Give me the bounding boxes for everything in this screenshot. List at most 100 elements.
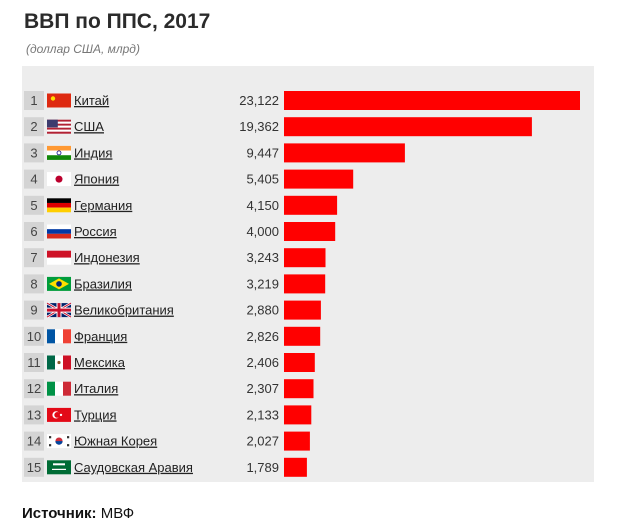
chart-row: 15 Саудовская Аравия 1,789 [24,457,307,477]
country-link[interactable]: Турция [74,407,117,422]
rank-cell [24,274,44,294]
rank-label: 5 [30,198,37,213]
country-link[interactable]: Германия [74,198,132,213]
chart-row: 11 Мексика 2,406 [24,353,315,372]
chart-row: 6 Россия 4,000 [24,222,336,241]
country-link[interactable]: Индия [74,145,112,160]
country-link[interactable]: Франция [74,329,127,344]
rank-label: 15 [27,460,41,475]
flag-ru-icon [47,224,71,239]
rank-label: 3 [30,145,37,160]
source-value: МВФ [100,505,135,522]
value-label: 2,307 [246,381,279,396]
value-label: 4,150 [246,198,279,213]
country-label[interactable]: Франция [74,329,127,344]
value-label: 2,406 [246,355,279,370]
value-label: 19,362 [239,119,279,134]
rank-label: 7 [30,250,37,265]
country-link[interactable]: США [74,119,104,134]
bar [284,195,338,215]
value-label: 2,027 [246,434,279,449]
value-label: 2,826 [246,329,279,344]
country-label[interactable]: Индия [74,145,112,160]
country-link[interactable]: Бразилия [74,276,132,291]
bar [284,326,321,346]
country-label[interactable]: Германия [74,198,132,213]
chart-row: 9 Великобритания 2,880 [24,300,321,320]
source-line: Источник: МВФ [22,505,134,522]
country-label[interactable]: Индонезия [74,250,140,265]
flag-us-icon [47,119,71,134]
value-label: 2,133 [246,407,279,422]
country-label[interactable]: Великобритания [74,303,174,318]
country-label[interactable]: Италия [74,381,118,396]
country-label[interactable]: Саудовская Аравия [74,460,193,475]
country-label[interactable]: Мексика [74,355,126,370]
chart-title: ВВП по ППС, 2017 [24,10,211,33]
rank-cell [24,457,44,477]
bar [284,379,314,399]
country-link[interactable]: Италия [74,381,118,396]
flag-it-icon [47,381,71,396]
rank-label: 13 [27,407,41,422]
bar [284,457,307,477]
chart-row: 7 Индонезия 3,243 [24,248,326,268]
source-label: Источник: [22,505,97,522]
rank-cell [24,326,44,346]
chart-row: 10 Франция 2,826 [24,326,321,346]
country-label[interactable]: Бразилия [74,276,132,291]
chart-row: 3 Индия 9,447 [24,143,405,163]
flag-de-icon [47,198,71,213]
country-label[interactable]: Китай [74,93,109,108]
flag-gb-icon [46,302,72,319]
rank-cell [24,248,44,268]
chart-row: 5 Германия 4,150 [24,195,338,215]
rank-cell [24,353,44,372]
country-label[interactable]: Россия [74,224,117,239]
chart-row: 13 Турция 2,133 [24,405,312,425]
country-label[interactable]: Япония [74,172,119,187]
bar [284,91,580,110]
country-link[interactable]: Россия [74,224,117,239]
bar [284,169,354,189]
rank-label: 10 [27,329,41,344]
flag-id-icon [47,250,71,265]
rank-label: 6 [30,224,37,239]
rank-label: 8 [30,276,37,291]
country-link[interactable]: Южная Корея [74,434,157,449]
rank-cell [24,169,44,189]
chart-row: 12 Италия 2,307 [24,379,314,399]
bar [284,222,336,241]
country-label[interactable]: Турция [74,407,117,422]
country-link[interactable]: Индонезия [74,250,140,265]
bar [284,353,315,372]
rank-cell [24,222,44,241]
country-link[interactable]: Китай [74,93,109,108]
country-link[interactable]: Великобритания [74,303,174,318]
flag-jp-icon [47,172,71,187]
flag-mx-icon [47,355,71,370]
country-label[interactable]: США [74,119,104,134]
value-label: 3,219 [246,276,279,291]
country-label[interactable]: Южная Корея [74,434,157,449]
flag-kr-icon [47,434,71,449]
value-label: 23,122 [239,93,279,108]
flag-br-icon [47,276,71,291]
rank-label: 1 [30,93,37,108]
country-link[interactable]: Япония [74,172,119,187]
rank-label: 9 [30,303,37,318]
rank-cell [24,91,44,110]
rank-cell [24,431,44,451]
chart-subtitle: (доллар США, млрд) [26,42,140,56]
rank-cell [24,300,44,320]
bar [284,117,532,137]
value-label: 4,000 [246,224,279,239]
chart-row: 8 Бразилия 3,219 [24,274,326,294]
rank-cell [24,195,44,215]
country-link[interactable]: Мексика [74,355,126,370]
country-link[interactable]: Саудовская Аравия [74,460,193,475]
bar [284,405,312,425]
flag-sa-icon [47,460,71,475]
flag-tr-icon [47,407,71,422]
bar [284,248,326,268]
